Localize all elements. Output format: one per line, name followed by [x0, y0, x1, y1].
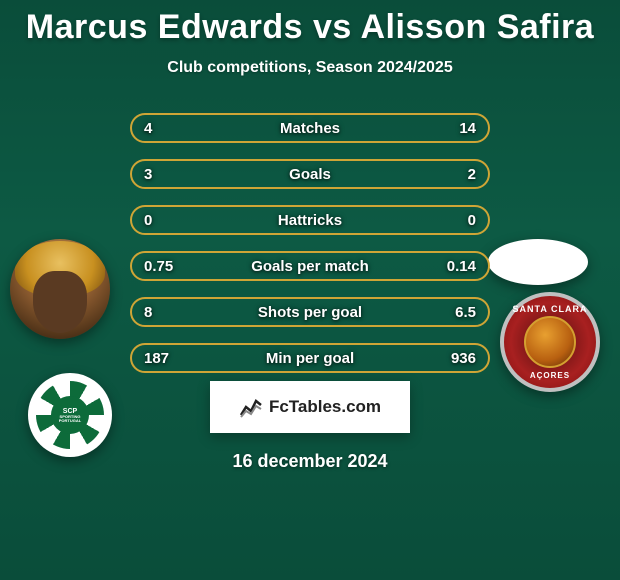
stat-label: Goals per match	[251, 258, 369, 275]
player-right-avatar	[488, 239, 588, 285]
page-title: Marcus Edwards vs Alisson Safira	[0, 0, 620, 47]
stat-right-value: 0	[468, 212, 476, 229]
page-subtitle: Club competitions, Season 2024/2025	[0, 59, 620, 77]
stat-label: Goals	[289, 166, 331, 183]
stat-label: Min per goal	[266, 350, 354, 367]
stat-row: 4 Matches 14	[130, 113, 490, 143]
club-badge-right: SANTA CLARA AÇORES	[500, 292, 600, 392]
sporting-badge-icon: SCP SPORTING PORTUGAL	[28, 373, 112, 457]
santa-clara-badge-icon: SANTA CLARA AÇORES	[500, 292, 600, 392]
oval-icon	[488, 239, 588, 285]
stat-row: 0 Hattricks 0	[130, 205, 490, 235]
club-badge-left: SCP SPORTING PORTUGAL	[28, 373, 112, 457]
brand-name: FcTables.com	[269, 397, 381, 417]
stat-left-value: 4	[144, 120, 152, 137]
badge-right-bottom-text: AÇORES	[530, 371, 570, 380]
stat-row: 8 Shots per goal 6.5	[130, 297, 490, 327]
stat-right-value: 936	[451, 350, 476, 367]
stat-left-value: 0.75	[144, 258, 173, 275]
stat-left-value: 8	[144, 304, 152, 321]
brand-logo-box: FcTables.com	[210, 381, 410, 433]
stat-label: Shots per goal	[258, 304, 362, 321]
stat-right-value: 6.5	[455, 304, 476, 321]
avatar-icon	[10, 239, 110, 339]
stat-label: Hattricks	[278, 212, 342, 229]
stat-left-value: 3	[144, 166, 152, 183]
stat-row: 187 Min per goal 936	[130, 343, 490, 373]
stat-left-value: 187	[144, 350, 169, 367]
badge-right-top-text: SANTA CLARA	[513, 304, 588, 314]
comparison-content: SCP SPORTING PORTUGAL SANTA CLARA AÇORES…	[0, 113, 620, 472]
stat-right-value: 2	[468, 166, 476, 183]
stat-row: 3 Goals 2	[130, 159, 490, 189]
stat-row: 0.75 Goals per match 0.14	[130, 251, 490, 281]
stats-bars: 4 Matches 14 3 Goals 2 0 Hattricks 0 0.7…	[130, 113, 490, 373]
stat-right-value: 14	[459, 120, 476, 137]
eagle-icon	[524, 316, 576, 368]
player-left-avatar	[10, 239, 110, 339]
stat-left-value: 0	[144, 212, 152, 229]
stat-right-value: 0.14	[447, 258, 476, 275]
fctables-logo-icon	[239, 395, 263, 419]
stat-label: Matches	[280, 120, 340, 137]
badge-left-line3: PORTUGAL	[59, 419, 81, 423]
